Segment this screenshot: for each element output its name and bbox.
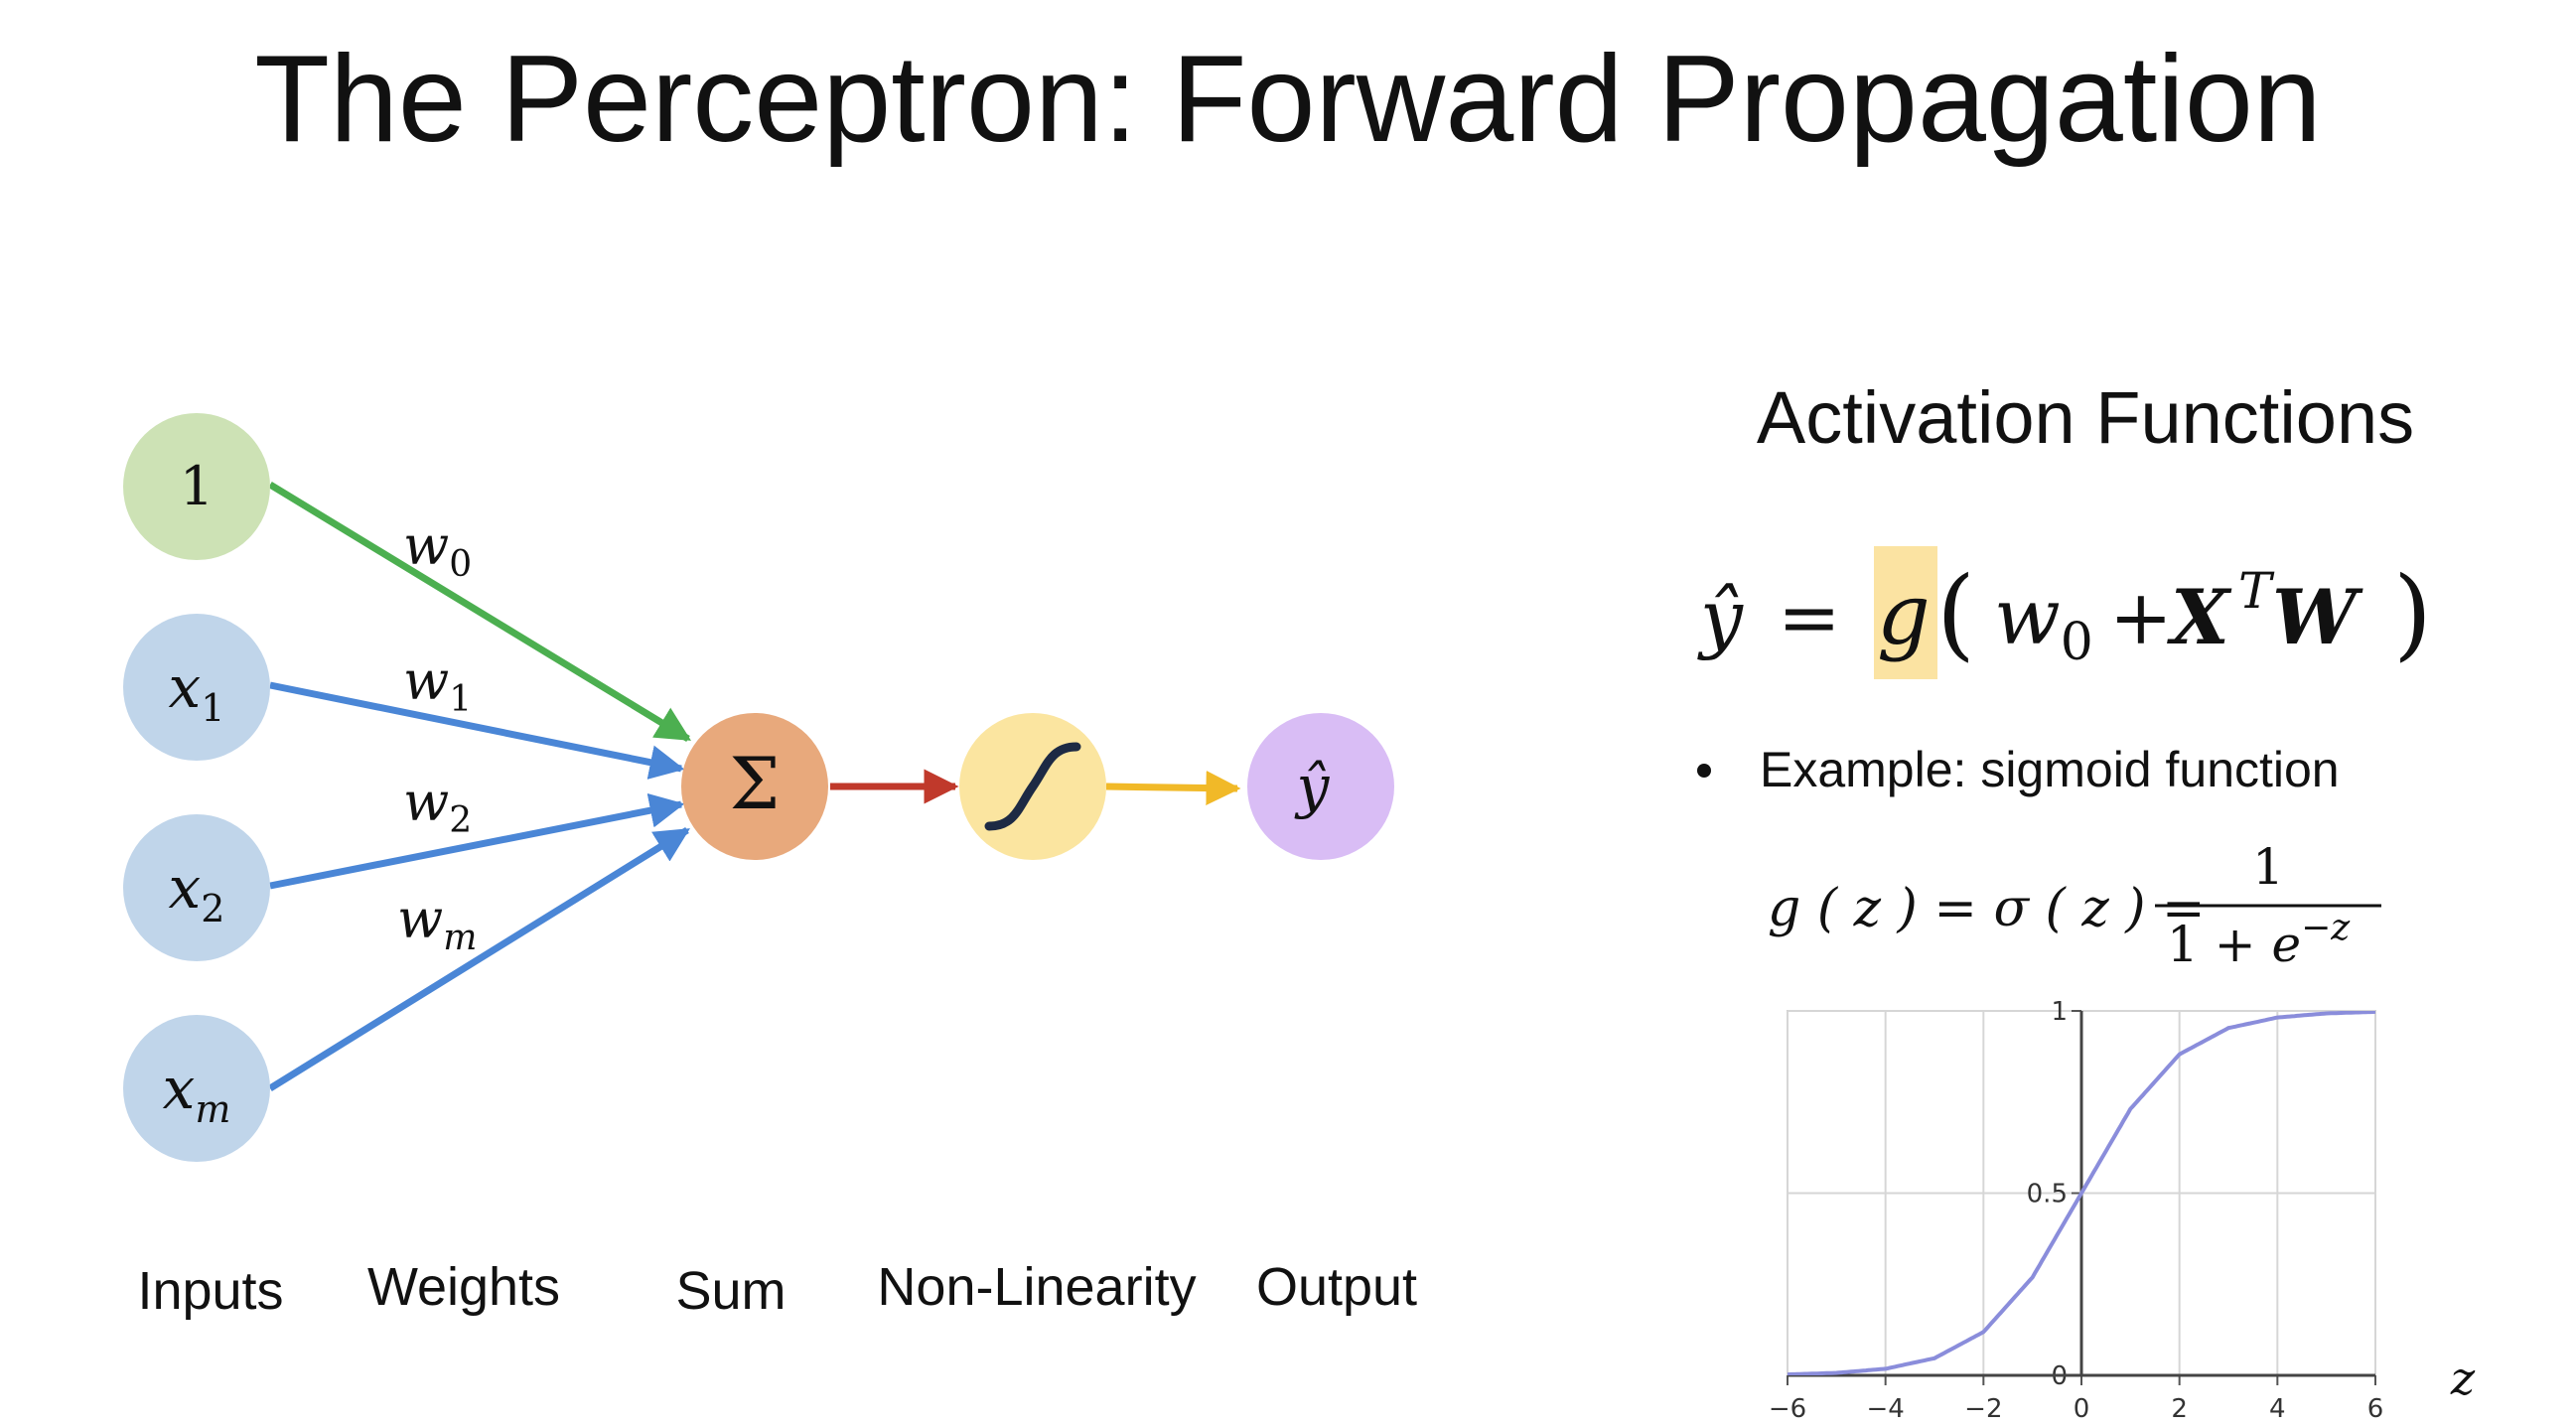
formula-equals: =: [1778, 573, 1841, 661]
formula-g: g: [1877, 566, 1931, 663]
formula-T: T: [2238, 562, 2275, 620]
g-highlight: [1874, 546, 1937, 679]
sigmoid-plot: −6−4−2024600.51z: [1769, 997, 2476, 1424]
edge-bias-to-sum: [268, 482, 691, 742]
x-tick-label: 2: [2171, 1394, 2188, 1422]
edge-x1-to-sum: [269, 681, 685, 780]
stage-label-weights: Weights: [367, 1257, 560, 1317]
input-node-xm: [123, 1015, 270, 1162]
x-tick-label: 0: [2074, 1394, 2090, 1422]
weight-label-wm: wm: [397, 888, 477, 958]
input-node-x1-label: x1: [169, 653, 225, 730]
formula-yhat: ŷ: [1697, 573, 1744, 661]
output-node: [1247, 713, 1394, 860]
x-tick-label: 6: [2367, 1394, 2384, 1422]
edge-nonlinearity-to-output: [1105, 771, 1241, 806]
edge-xm-to-sum: [268, 827, 690, 1091]
slide-title: The Perceptron: Forward Propagation: [254, 31, 2322, 168]
x-tick-label: −6: [1769, 1394, 1806, 1422]
bullet-text: Example: sigmoid function: [1760, 742, 2340, 797]
x-axis-label: z: [2450, 1352, 2476, 1405]
sigmoid-denominator: 1 + e−z: [2167, 908, 2351, 973]
bias-node: [123, 413, 270, 560]
stage-label-nonlinearity: Non-Linearity: [877, 1257, 1196, 1317]
weight-label-w0: w0: [403, 514, 472, 585]
y-tick-label: 0.5: [2027, 1180, 2068, 1210]
bullet-dot: [1697, 764, 1711, 778]
stage-label-output: Output: [1256, 1257, 1417, 1317]
output-symbol: ŷ: [1294, 753, 1331, 820]
input-node-x2-label: x2: [169, 854, 225, 930]
formula-plus: +: [2109, 573, 2173, 661]
bias-node-label: 1: [180, 455, 214, 517]
stage-label-inputs: Inputs: [137, 1261, 283, 1321]
formula-X: X: [2167, 573, 2232, 661]
sum-symbol: Σ: [730, 742, 781, 825]
stage-label-sum: Sum: [675, 1261, 786, 1321]
formula-W: W: [2272, 573, 2363, 661]
input-node-x1: [123, 614, 270, 761]
sum-node: [681, 713, 828, 860]
input-node-xm-label: xm: [163, 1055, 231, 1131]
x-tick-label: −2: [1964, 1394, 2002, 1422]
x-tick-label: −4: [1867, 1394, 1905, 1422]
sigmoid-lhs: g ( z ) = σ ( z ) =: [1768, 879, 2206, 938]
activation-formula: ŷ = g ( w0 + X T W ): [1697, 546, 2432, 679]
sigmoid-curve: [1788, 1011, 2375, 1375]
sigmoid-glyph-icon: [984, 742, 1081, 831]
activation-heading: Activation Functions: [1757, 376, 2414, 459]
y-tick-label: 1: [2051, 997, 2068, 1027]
x-tick-label: 4: [2269, 1394, 2286, 1422]
sigmoid-formula: g ( z ) = σ ( z ) = 1 1 + e−z: [1768, 838, 2381, 973]
formula-close-paren: ): [2393, 555, 2432, 671]
activation-panel: Activation Functions ŷ = g ( w0 + X T W …: [1697, 376, 2476, 1424]
edge-x2-to-sum: [269, 792, 685, 890]
sigmoid-numerator: 1: [2252, 838, 2284, 896]
perceptron-diagram: 1 x1 x2 xm Σ ŷ w0 w1 w2 wm Inputs Weight…: [123, 413, 1417, 1321]
formula-w0: w0: [1994, 573, 2093, 672]
weight-label-w1: w1: [403, 649, 472, 720]
input-node-x2: [123, 814, 270, 961]
formula-open-paren: (: [1936, 555, 1975, 671]
weight-label-w2: w2: [403, 771, 472, 841]
